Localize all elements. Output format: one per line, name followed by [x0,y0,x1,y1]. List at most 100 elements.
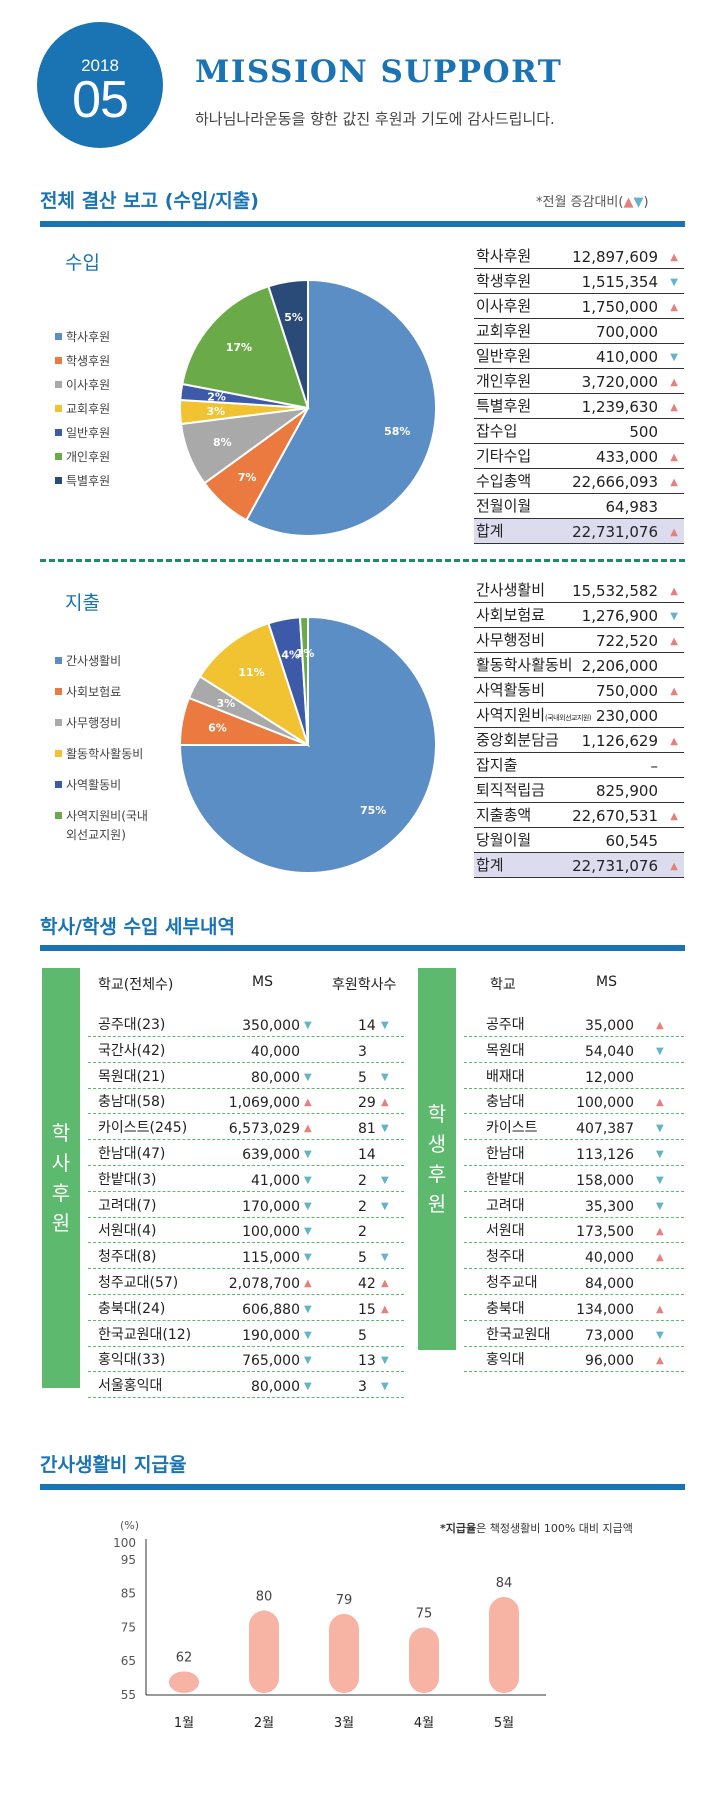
down-arrow-icon: ▼ [304,1226,312,1238]
down-arrow-icon: ▼ [670,277,678,288]
ms-value: 173,500 [576,1224,634,1241]
pie-slice-label: 17% [226,341,252,354]
legend-label: 교회후원 [66,402,111,416]
school-name: 한국교원대(12) [98,1326,192,1343]
table-row: 청주교대 84,000 [464,1271,684,1295]
table-row: 일반후원 410,000 ▼ [474,344,684,369]
table-row: 수입총액 22,666,093 ▲ [474,469,684,494]
row-label: 활동학사활동비 [476,656,573,674]
table-row: 카이스트 407,387 ▼ [464,1116,684,1141]
row-label: 잡지출 [476,756,518,774]
legend-label: 사무행정비 [66,716,122,730]
issue-badge: 2018 05 [37,22,163,148]
legend-swatch [55,429,62,436]
supporter-count: 14 [358,1147,376,1163]
up-arrow-icon: ▲ [670,736,678,747]
x-tick-label: 4월 [414,1716,434,1731]
change-note-text: *전월 증감대비( [536,195,624,210]
table-row: 공주대(23) 350,000 ▼ 14 ▼ [88,1013,404,1037]
legend-swatch [55,405,62,412]
pie-slice-label: 2% [207,390,226,403]
down-arrow-icon: ▼ [656,1045,664,1057]
legend-item: 학사후원 [55,328,110,345]
bar [249,1610,279,1693]
school-name: 청주교대 [486,1275,538,1291]
table-row: 충남대(58) 1,069,000 ▲ 29 ▲ [88,1090,404,1115]
legend-item: 특별후원 [55,472,110,489]
table-row: 중앙회분담금 1,126,629 ▲ [474,728,684,753]
row-value: 750,000 [595,682,658,700]
bar-value-label: 80 [256,1590,273,1605]
table-row: 교회후원 700,000 [474,319,684,344]
up-arrow-icon: ▲ [670,252,678,263]
table-row: 사회보험료 1,276,900 ▼ [474,603,684,628]
table-row: 청주대(8) 115,000 ▼ 5 ▼ [88,1245,404,1270]
table-row: 홍익대(33) 765,000 ▼ 13 ▼ [88,1348,404,1373]
y-tick-label: 100 [113,1536,136,1550]
pie-slice-label: 5% [284,311,303,324]
legend-label: 사회보험료 [66,685,122,699]
table-row: 목원대 54,040 ▼ [464,1039,684,1063]
row-label: 사회보험료 [476,606,546,624]
legend-swatch [55,333,62,340]
table-row: 특별후원 1,239,630 ▲ [474,394,684,419]
row-value: 3,720,000 [581,373,658,391]
table-row: 간사생활비 15,532,582 ▲ [474,578,684,603]
legend-item: 사무행정비 [55,714,121,731]
school-name: 청주대 [486,1249,525,1266]
ms-value: 41,000 [251,1172,300,1189]
down-arrow-icon: ▼ [304,1020,312,1031]
up-arrow-icon: ▲ [670,452,678,463]
page-title: MISSION SUPPORT [195,54,563,90]
section-dash-divider [40,559,685,562]
up-arrow-icon: ▲ [656,1097,664,1109]
y-tick-label: 75 [121,1620,136,1634]
row-label: 일반후원 [476,347,532,365]
table-row: 한밭대 158,000 ▼ [464,1168,684,1192]
up-arrow-icon: ▲ [304,1278,312,1289]
school-name: 청주교대(57) [98,1275,179,1291]
up-arrow-icon: ▲ [670,686,678,697]
school-name: 한밭대 [486,1171,525,1188]
pie-slice-label: 1% [296,647,315,660]
row-label: 특별후원 [476,397,532,415]
section-title-payrate: 간사생활비 지급율 [40,1454,187,1476]
school-name: 한국교원대 [486,1326,551,1343]
band-char: 사 [51,1151,71,1175]
table-row: 목원대(21) 80,000 ▼ 5 ▼ [88,1065,404,1089]
up-arrow-icon: ▲ [623,195,634,210]
legend-swatch [55,381,62,388]
legend-label: 이사후원 [66,378,111,392]
legend-item: 사회보험료 [55,683,121,700]
supporter-count: 5 [358,1327,367,1344]
pie-slice-label: 3% [207,405,226,418]
row-value: 433,000 [595,448,658,466]
down-arrow-icon: ▼ [381,1355,389,1367]
row-value: 60,545 [605,832,659,850]
pie-slice-label: 7% [238,471,257,484]
up-arrow-icon: ▲ [304,1097,312,1109]
ms-value: 765,000 [242,1353,300,1370]
up-arrow-icon: ▲ [670,477,678,488]
legend-item: 외선교지원) [66,826,126,843]
legend-item: 일반후원 [55,424,110,441]
school-name: 배재대 [486,1068,525,1085]
section-title-settlement: 전체 결산 보고 (수입/지출) [40,190,259,212]
ms-value: 115,000 [242,1250,300,1267]
ms-value: 12,000 [585,1069,634,1086]
page-subtitle: 하나님나라운동을 향한 값진 후원과 기도에 감사드립니다. [195,110,555,128]
table-row: 고려대(7) 170,000 ▼ 2 ▼ [88,1194,404,1218]
row-label: 간사생활비 [476,581,546,599]
change-note-close: ) [643,195,649,210]
payrate-note-text: 은 책정생활비 100% 대비 지급액 [476,1522,633,1535]
up-arrow-icon: ▲ [670,377,678,388]
row-label: 퇴직적립금 [476,781,546,799]
payrate-bar-chart: (%) 55 65 75 85 95 100 62 1월 80 2월 79 3월 75 4월 84 5월 [113,1519,546,1731]
ms-value: 134,000 [576,1301,634,1318]
row-label-note: (국내외선교지원) [545,714,592,722]
ms-value: 35,300 [585,1198,634,1215]
up-arrow-icon: ▲ [670,302,678,313]
ms-value: 73,000 [585,1327,634,1344]
school-name: 충북대 [486,1300,525,1317]
